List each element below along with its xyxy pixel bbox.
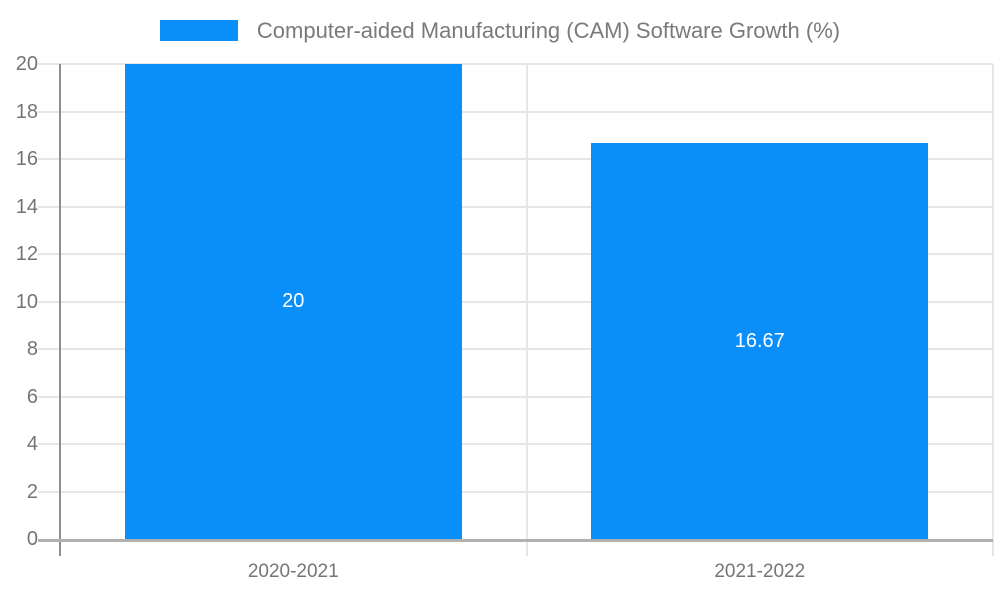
gridline	[38, 158, 993, 160]
y-axis-tick-label: 18	[15, 100, 38, 123]
y-axis-tick-label: 10	[15, 290, 38, 313]
gridline	[38, 490, 993, 493]
x-axis-line	[38, 539, 993, 542]
bar-2020-2021[interactable]: 20	[124, 64, 462, 539]
category-divider-line	[525, 64, 528, 556]
gridline	[38, 300, 993, 303]
bar-2021-2022[interactable]: 16.67	[591, 143, 929, 539]
y-axis-line	[59, 64, 61, 556]
y-axis-tick-label: 20	[15, 53, 38, 75]
y-axis-tick-label: 6	[26, 385, 38, 408]
chart-legend: Computer-aided Manufacturing (CAM) Softw…	[0, 17, 1000, 44]
plot-area: 0 2 4 6 8 10 12 14 16 18 20 20 16.67 2020-2021 2021-20…	[16, 53, 994, 582]
legend-swatch	[159, 20, 238, 41]
x-axis-tick-label: 2020-2021	[247, 561, 339, 582]
y-axis-tick-label: 12	[15, 243, 38, 265]
gridline	[38, 205, 993, 208]
gridline	[38, 110, 993, 113]
y-axis-tick-label: 14	[15, 195, 38, 218]
gridline	[38, 395, 993, 398]
y-axis-tick-label: 8	[26, 338, 38, 360]
gridline	[38, 348, 993, 350]
y-axis-tick-label: 16	[15, 148, 38, 170]
gridline	[38, 443, 993, 445]
gridline	[38, 63, 993, 65]
y-axis-tick-label: 4	[26, 433, 38, 455]
gridline	[38, 253, 993, 255]
bar-value-label: 16.67	[734, 329, 785, 352]
legend-label: Computer-aided Manufacturing (CAM) Softw…	[256, 17, 841, 43]
bar-value-label: 20	[282, 290, 305, 312]
x-axis-tick-label: 2021-2022	[714, 561, 806, 582]
plot-right-edge-line	[992, 64, 994, 556]
y-axis-tick-label: 2	[26, 480, 38, 503]
y-axis-tick-label: 0	[26, 528, 38, 550]
